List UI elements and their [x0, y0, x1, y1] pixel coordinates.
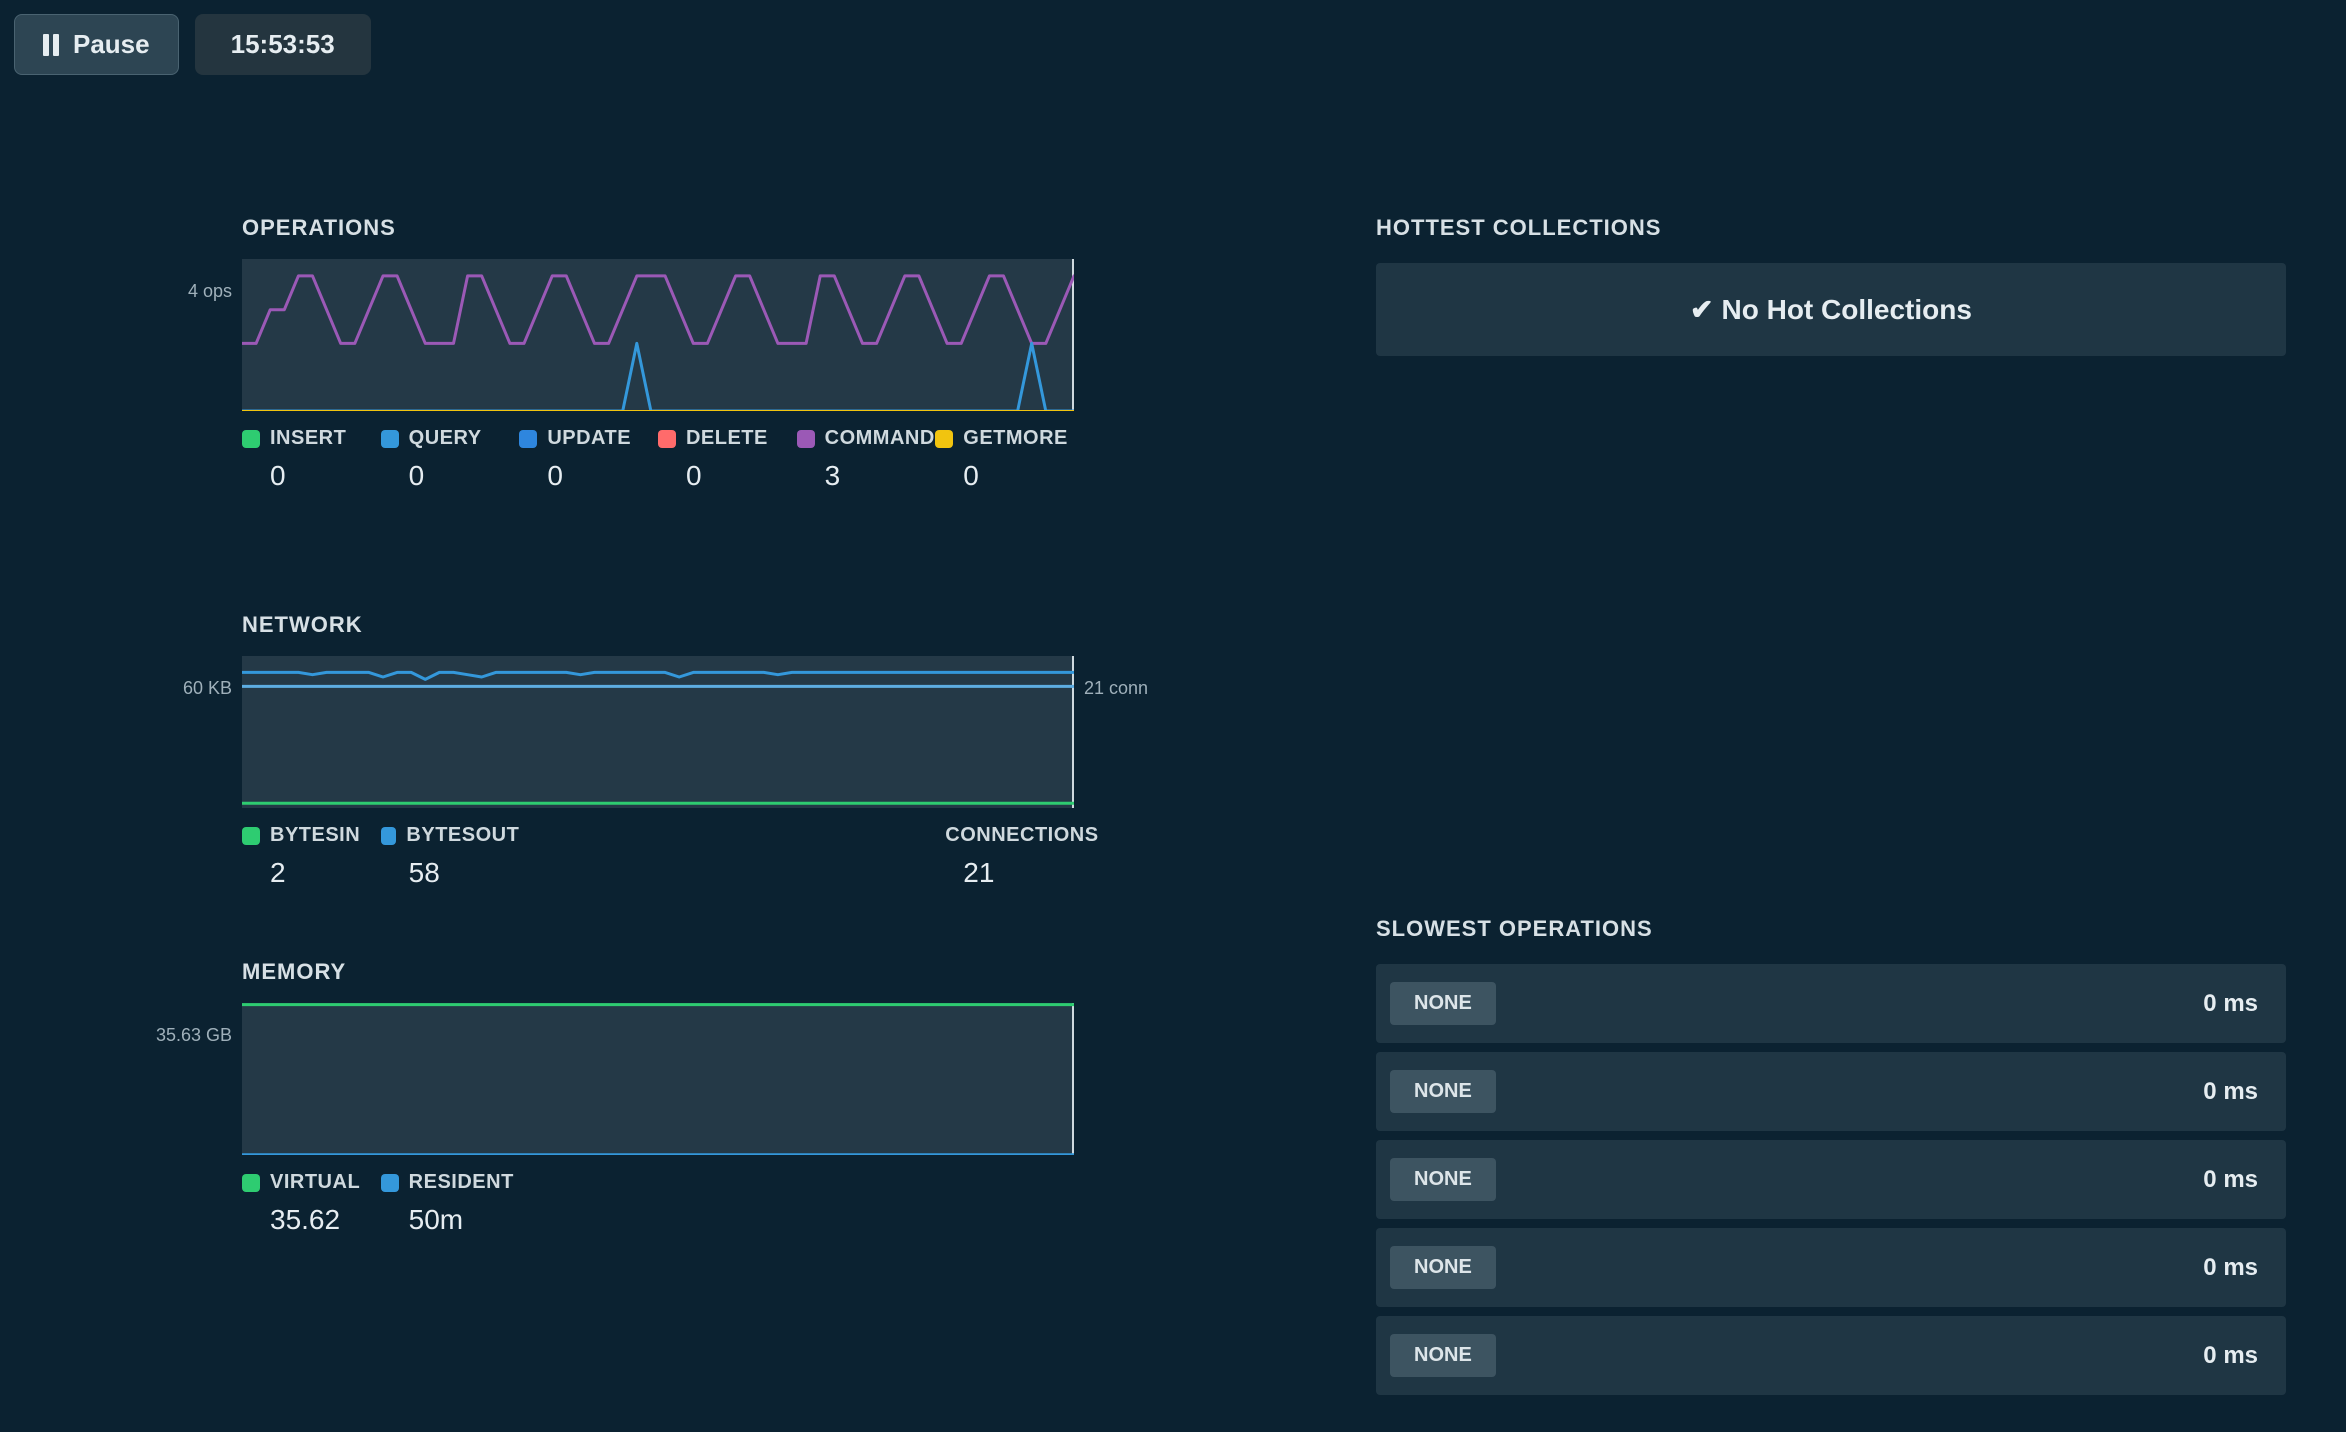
legend-label: BYTESIN	[270, 824, 360, 847]
legend-label: GETMORE	[963, 427, 1068, 450]
legend-item: BYTESIN 2	[242, 824, 381, 889]
legend-value: 58	[409, 857, 520, 889]
operations-block: OPERATIONS 4 ops INSERT0QUERY0UPDATE0DEL…	[150, 215, 1166, 492]
legend-value: 0	[963, 460, 1074, 492]
op-badge: NONE	[1390, 1158, 1496, 1201]
memory-block: MEMORY 35.63 GB VIRTUAL 35.62 RESIDENT 50m	[150, 959, 1166, 1236]
hottest-block: HOTTEST COLLECTIONS ✔ No Hot Collections	[1376, 215, 2286, 356]
memory-title: MEMORY	[242, 959, 1166, 985]
network-title: NETWORK	[242, 612, 1166, 638]
legend-value: 0	[270, 460, 381, 492]
legend-label: BYTESOUT	[406, 824, 519, 847]
legend-item: GETMORE 0	[935, 427, 1074, 492]
network-legend: BYTESIN2BYTESOUT58CONNECTIONS21	[242, 824, 1166, 889]
legend-label: DELETE	[686, 427, 768, 450]
op-time: 0 ms	[2203, 1078, 2258, 1106]
legend-swatch	[381, 827, 397, 845]
legend-label: RESIDENT	[409, 1171, 514, 1194]
legend-item: CONNECTIONS21	[935, 824, 1074, 889]
network-yaxis-left: 60 KB	[150, 678, 242, 699]
legend-value: 2	[270, 857, 381, 889]
slowest-row[interactable]: NONE 0 ms	[1376, 1228, 2286, 1307]
legend-label: CONNECTIONS	[945, 824, 1098, 847]
legend-swatch	[242, 1174, 260, 1192]
check-icon: ✔	[1690, 294, 1713, 325]
legend-swatch	[242, 827, 260, 845]
pause-label: Pause	[73, 29, 150, 60]
hottest-empty-card: ✔ No Hot Collections	[1376, 263, 2286, 356]
op-time: 0 ms	[2203, 990, 2258, 1018]
op-badge: NONE	[1390, 1070, 1496, 1113]
legend-item: RESIDENT 50m	[381, 1171, 520, 1236]
legend-value: 50m	[409, 1204, 520, 1236]
legend-item	[658, 824, 797, 889]
op-badge: NONE	[1390, 1246, 1496, 1289]
network-block: NETWORK 60 KB 21 conn BYTESIN 2 BYTESOUT 58…	[150, 612, 1166, 889]
legend-label: UPDATE	[547, 427, 631, 450]
legend-item: BYTESOUT 58	[381, 824, 520, 889]
operations-legend: INSERT0QUERY0UPDATE0DELETE0COMMAND3GETMO…	[242, 427, 1166, 492]
slowest-row[interactable]: NONE 0 ms	[1376, 964, 2286, 1043]
legend-swatch	[935, 430, 953, 448]
timestamp-badge: 15:53:53	[195, 14, 371, 75]
legend-swatch	[519, 430, 537, 448]
memory-chart	[242, 1003, 1074, 1155]
slowest-title: SLOWEST OPERATIONS	[1376, 916, 2286, 942]
legend-value: 0	[547, 460, 658, 492]
pause-button[interactable]: Pause	[14, 14, 179, 75]
legend-value: 21	[963, 857, 1074, 889]
legend-label: QUERY	[409, 427, 482, 450]
op-time: 0 ms	[2203, 1254, 2258, 1282]
timestamp-text: 15:53:53	[231, 29, 335, 60]
legend-value: 35.62	[270, 1204, 381, 1236]
slowest-row[interactable]: NONE 0 ms	[1376, 1140, 2286, 1219]
legend-label: INSERT	[270, 427, 346, 450]
legend-swatch	[381, 430, 399, 448]
hottest-empty-text: No Hot Collections	[1722, 294, 1972, 325]
op-time: 0 ms	[2203, 1342, 2258, 1370]
network-yaxis-right: 21 conn	[1074, 678, 1166, 699]
legend-label: VIRTUAL	[270, 1171, 360, 1194]
slowest-row[interactable]: NONE 0 ms	[1376, 1052, 2286, 1131]
legend-item: UPDATE 0	[519, 427, 658, 492]
legend-swatch	[242, 430, 260, 448]
operations-title: OPERATIONS	[242, 215, 1166, 241]
op-badge: NONE	[1390, 1334, 1496, 1377]
legend-swatch	[658, 430, 676, 448]
legend-value: 0	[409, 460, 520, 492]
memory-legend: VIRTUAL 35.62 RESIDENT 50m	[242, 1171, 1166, 1236]
legend-swatch	[381, 1174, 399, 1192]
legend-value: 0	[686, 460, 797, 492]
legend-item: VIRTUAL 35.62	[242, 1171, 381, 1236]
pause-icon	[43, 34, 61, 56]
top-bar: Pause 15:53:53	[0, 0, 2346, 75]
slowest-block: SLOWEST OPERATIONS NONE 0 ms NONE 0 ms NONE 0…	[1376, 916, 2286, 1395]
legend-item	[519, 824, 658, 889]
legend-item: QUERY 0	[381, 427, 520, 492]
op-time: 0 ms	[2203, 1166, 2258, 1194]
legend-item: COMMAND 3	[797, 427, 936, 492]
network-chart	[242, 656, 1074, 808]
slowest-row[interactable]: NONE 0 ms	[1376, 1316, 2286, 1395]
legend-item: INSERT 0	[242, 427, 381, 492]
slowest-rows: NONE 0 ms NONE 0 ms NONE 0 ms NONE 0 ms NONE 0 ms	[1376, 964, 2286, 1395]
legend-swatch	[797, 430, 815, 448]
legend-label: COMMAND	[825, 427, 935, 450]
hottest-title: HOTTEST COLLECTIONS	[1376, 215, 2286, 241]
operations-chart	[242, 259, 1074, 411]
legend-item	[797, 824, 936, 889]
legend-value: 3	[825, 460, 936, 492]
operations-yaxis: 4 ops	[150, 281, 242, 302]
op-badge: NONE	[1390, 982, 1496, 1025]
memory-yaxis-left: 35.63 GB	[150, 1025, 242, 1046]
legend-item: DELETE 0	[658, 427, 797, 492]
